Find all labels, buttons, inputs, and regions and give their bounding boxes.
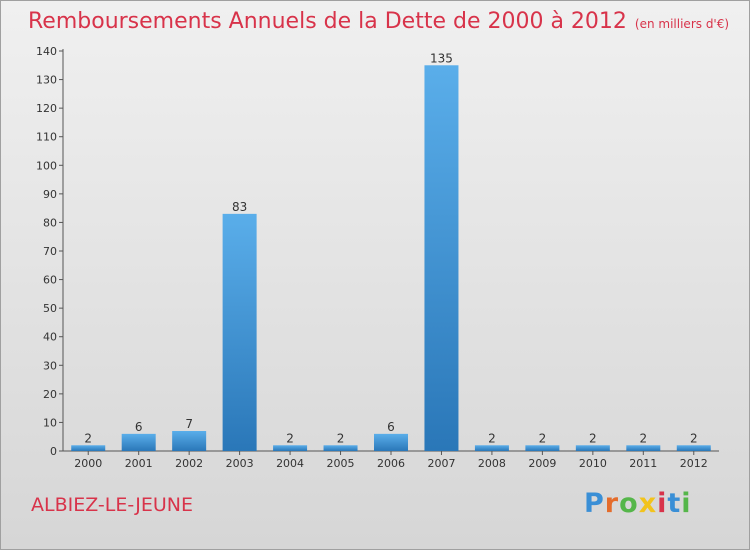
data-label-2012: 2	[690, 431, 698, 445]
data-label-2005: 2	[337, 431, 345, 445]
title-main: Remboursements Annuels de la Dette de 20…	[28, 9, 627, 34]
y-tick-label: 40	[43, 331, 57, 344]
data-label-2008: 2	[488, 431, 496, 445]
data-label-2007: 135	[430, 51, 453, 65]
x-tick-label-2004: 2004	[276, 457, 304, 470]
data-label-2009: 2	[539, 431, 547, 445]
data-label-2002: 7	[185, 417, 193, 431]
bar-2008	[474, 445, 509, 451]
data-label-2000: 2	[84, 431, 92, 445]
x-tick-label-2000: 2000	[74, 457, 102, 470]
axes: 0 10 20 30 40 50 60 70 80 90 100 110 120 130 140 2000 20…	[36, 45, 719, 470]
bar-2010	[575, 445, 610, 451]
y-tick-label: 10	[43, 416, 57, 429]
bar-2001	[121, 433, 156, 451]
y-tick-label: 90	[43, 188, 57, 201]
y-tick-label: 130	[36, 74, 57, 87]
x-tick-label-2002: 2002	[175, 457, 203, 470]
commune-name: ALBIEZ-LE-JEUNE	[31, 494, 194, 516]
y-tick-label: 120	[36, 102, 57, 115]
data-label-2010: 2	[589, 431, 597, 445]
proxiti-logo: Proxiti	[584, 488, 692, 519]
x-tick-label-2011: 2011	[629, 457, 657, 470]
x-tick-label-2008: 2008	[478, 457, 506, 470]
x-tick-label-2001: 2001	[125, 457, 153, 470]
data-label-2011: 2	[639, 431, 647, 445]
x-tick-label-2005: 2005	[327, 457, 355, 470]
x-tick-label-2010: 2010	[579, 457, 607, 470]
title-unit: (en milliers d'€)	[634, 17, 730, 31]
y-tick-label: 140	[36, 45, 57, 58]
y-tick-label: 60	[43, 274, 57, 287]
bar-2004	[273, 445, 308, 451]
y-tick-label: 80	[43, 216, 57, 229]
bar-2012	[676, 445, 711, 451]
y-tick-label: 30	[43, 359, 57, 372]
bar-2006	[374, 433, 408, 451]
y-tick-label: 70	[43, 245, 57, 258]
x-tick-label-2009: 2009	[528, 457, 556, 470]
x-tick-label-2007: 2007	[427, 457, 455, 470]
x-tick-label-2003: 2003	[226, 457, 254, 470]
bar-2000	[71, 445, 106, 451]
bar-2007	[424, 65, 459, 452]
bar-2002	[172, 431, 207, 451]
y-tick-label: 50	[43, 302, 57, 315]
data-label-2006: 6	[387, 420, 395, 434]
data-label-2004: 2	[286, 431, 294, 445]
bars: 2 6 7 83 2 2 6 135 2 2 2 2 2	[71, 51, 711, 452]
bar-2011	[626, 445, 661, 451]
bar-2009	[525, 445, 560, 451]
y-tick-label: 20	[43, 388, 57, 401]
data-label-2003: 83	[232, 200, 247, 214]
y-tick-label: 0	[50, 445, 57, 458]
data-label-2001: 6	[135, 420, 143, 434]
bar-2003	[222, 213, 257, 451]
x-tick-label-2006: 2006	[377, 457, 405, 470]
y-tick-label: 110	[36, 131, 57, 144]
bar-2005	[323, 445, 358, 451]
y-tick-label: 100	[36, 159, 57, 172]
chart-title: Remboursements Annuels de la Dette de 20…	[28, 9, 729, 34]
x-tick-label-2012: 2012	[680, 457, 708, 470]
